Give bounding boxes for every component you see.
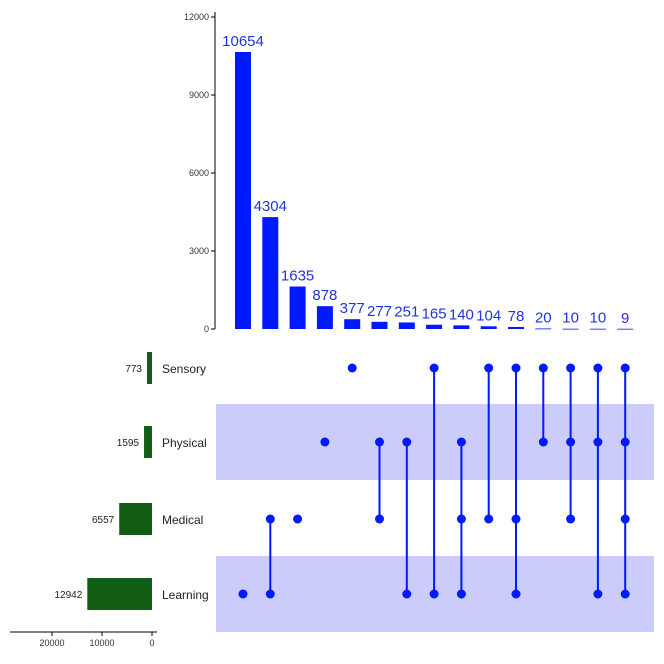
intersection-count-label: 165	[422, 306, 447, 323]
membership-dot	[593, 437, 603, 447]
intersection-bar	[316, 306, 333, 329]
intersection-bar	[398, 322, 415, 329]
membership-dot	[456, 514, 466, 524]
membership-dot	[620, 363, 630, 373]
set-axis-tick-label: 0	[149, 638, 154, 648]
intersection-count-label: 10654	[222, 33, 264, 50]
intersection-count-label: 251	[394, 303, 419, 320]
intersection-count-label: 20	[535, 309, 552, 326]
membership-dot	[538, 363, 548, 373]
intersection-y-axis: 0 3000 6000 9000 12000	[184, 12, 216, 334]
intersection-bar	[426, 324, 443, 329]
membership-dot	[265, 589, 275, 599]
intersection-count-label: 377	[340, 300, 365, 317]
membership-dot	[620, 437, 630, 447]
set-size-bar	[87, 578, 152, 610]
set-size-label: 773	[125, 364, 142, 375]
intersection-bar	[289, 286, 306, 329]
membership-dot	[375, 514, 384, 524]
intersection-count-label: 9	[621, 310, 629, 327]
y-tick-label: 6000	[189, 168, 209, 178]
membership-dot	[593, 363, 603, 373]
intersection-bar	[371, 321, 388, 329]
intersection-bar	[235, 51, 251, 329]
intersection-bar	[508, 326, 524, 329]
set-size-label: 1595	[117, 438, 140, 449]
set-size-label: 12942	[54, 590, 82, 601]
intersection-count-label: 277	[367, 303, 392, 320]
membership-dot	[265, 514, 275, 524]
membership-dot	[566, 514, 576, 524]
membership-dot	[429, 589, 439, 599]
set-size-label: 6557	[92, 515, 115, 526]
intersection-bar	[262, 217, 279, 329]
intersection-bar	[617, 328, 634, 330]
set-name-label: Learning	[162, 588, 209, 602]
intersection-count-label: 104	[476, 307, 501, 324]
membership-dot	[320, 437, 330, 447]
set-axis-tick-label: 10000	[89, 638, 114, 648]
membership-dot	[402, 589, 412, 599]
membership-dot	[402, 437, 412, 447]
intersection-bar	[589, 328, 606, 330]
membership-dot	[375, 437, 384, 447]
membership-dot	[429, 363, 439, 373]
membership-dot	[484, 363, 494, 373]
set-size-bar	[144, 426, 152, 458]
set-size-bar	[119, 503, 152, 535]
membership-dot	[511, 589, 521, 599]
intersection-bar	[535, 328, 552, 330]
intersection-count-label: 1635	[281, 267, 314, 284]
set-size-bars: 773 Sensory 1595 Physical 6557 Medical 12942 Le…	[54, 352, 209, 610]
intersection-count-label: 140	[449, 306, 474, 323]
membership-dot	[456, 589, 466, 599]
intersection-count-label: 878	[312, 287, 337, 304]
membership-matrix	[238, 363, 630, 599]
membership-dot	[293, 514, 303, 524]
membership-dot	[347, 363, 357, 373]
membership-dot	[566, 363, 576, 373]
intersection-count-label: 78	[508, 308, 525, 325]
set-name-label: Sensory	[162, 362, 206, 376]
set-axis-tick-label: 20000	[39, 638, 64, 648]
set-size-x-axis: 20000 10000 0	[10, 631, 157, 648]
intersection-bar	[344, 319, 361, 329]
membership-dot	[620, 589, 630, 599]
set-name-label: Medical	[162, 513, 203, 527]
membership-dot	[620, 514, 630, 524]
y-tick-label: 12000	[184, 12, 209, 22]
intersection-bar	[453, 325, 470, 329]
intersection-count-label: 4304	[254, 198, 287, 215]
set-name-label: Physical	[162, 436, 207, 450]
intersection-count-label: 10	[562, 310, 579, 327]
intersection-bars	[235, 51, 634, 330]
membership-dot	[511, 363, 521, 373]
intersection-bar	[480, 326, 497, 329]
membership-dot	[593, 589, 603, 599]
membership-dot	[538, 437, 548, 447]
y-tick-label: 3000	[189, 246, 209, 256]
membership-dot	[484, 514, 494, 524]
membership-dot	[511, 514, 521, 524]
membership-dot	[456, 437, 466, 447]
intersection-bar	[562, 328, 579, 330]
intersection-count-label: 10	[590, 310, 607, 327]
membership-dot	[238, 589, 248, 599]
y-tick-label: 9000	[189, 90, 209, 100]
set-size-bar	[147, 352, 152, 384]
membership-dot	[566, 437, 576, 447]
y-tick-label: 0	[204, 324, 209, 334]
